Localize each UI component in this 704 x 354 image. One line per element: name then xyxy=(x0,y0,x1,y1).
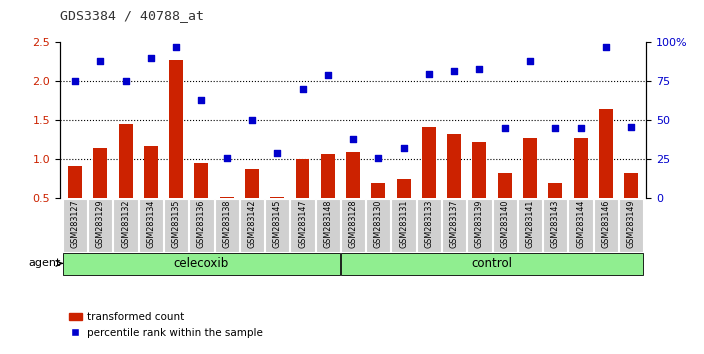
Bar xyxy=(624,172,638,237)
Bar xyxy=(94,148,107,237)
Bar xyxy=(396,179,410,237)
Text: GSM283146: GSM283146 xyxy=(601,200,610,248)
Text: control: control xyxy=(472,257,513,270)
FancyBboxPatch shape xyxy=(391,199,416,252)
Point xyxy=(550,125,561,131)
Point xyxy=(372,155,384,161)
Bar xyxy=(245,169,259,237)
Point xyxy=(297,86,308,92)
FancyBboxPatch shape xyxy=(290,199,315,252)
Bar xyxy=(599,109,612,237)
Bar xyxy=(296,159,310,237)
Text: GSM283131: GSM283131 xyxy=(399,200,408,248)
Text: GSM283145: GSM283145 xyxy=(272,200,282,248)
Point xyxy=(145,55,156,61)
Bar xyxy=(574,138,588,237)
FancyBboxPatch shape xyxy=(139,199,163,252)
Bar xyxy=(321,154,334,237)
FancyBboxPatch shape xyxy=(189,199,213,252)
Text: GSM283141: GSM283141 xyxy=(525,200,534,248)
Bar xyxy=(548,183,562,237)
Text: GSM283130: GSM283130 xyxy=(374,200,383,248)
Text: GSM283144: GSM283144 xyxy=(576,200,585,248)
Text: GSM283148: GSM283148 xyxy=(323,200,332,248)
Text: GSM283143: GSM283143 xyxy=(551,200,560,248)
Bar xyxy=(447,135,461,237)
Bar xyxy=(372,183,385,237)
FancyBboxPatch shape xyxy=(315,199,340,252)
Point xyxy=(448,68,460,73)
Text: agent: agent xyxy=(28,258,61,268)
Text: GSM283149: GSM283149 xyxy=(627,200,636,248)
Bar xyxy=(422,127,436,237)
FancyBboxPatch shape xyxy=(215,199,239,252)
Text: GSM283133: GSM283133 xyxy=(425,200,434,248)
Bar xyxy=(346,152,360,237)
FancyBboxPatch shape xyxy=(619,199,643,252)
Text: GSM283136: GSM283136 xyxy=(197,200,206,248)
Text: GSM283142: GSM283142 xyxy=(247,200,256,248)
Point xyxy=(196,97,207,103)
Bar xyxy=(472,142,486,237)
Point xyxy=(94,58,106,64)
Point xyxy=(474,66,485,72)
FancyBboxPatch shape xyxy=(88,199,113,252)
Bar xyxy=(169,59,183,237)
Text: GSM283140: GSM283140 xyxy=(501,200,509,248)
FancyBboxPatch shape xyxy=(518,199,542,252)
Bar xyxy=(144,146,158,237)
Text: GSM283135: GSM283135 xyxy=(172,200,181,248)
Point xyxy=(575,125,586,131)
Bar xyxy=(194,163,208,237)
FancyBboxPatch shape xyxy=(341,199,365,252)
Bar xyxy=(118,124,132,237)
Point xyxy=(398,145,409,151)
Point xyxy=(221,155,232,161)
FancyBboxPatch shape xyxy=(240,199,264,252)
Point xyxy=(272,150,283,156)
FancyBboxPatch shape xyxy=(366,199,391,252)
Point xyxy=(524,58,536,64)
Bar xyxy=(270,197,284,237)
Point xyxy=(120,79,131,84)
Point xyxy=(625,124,636,130)
Bar xyxy=(498,173,512,237)
Text: GSM283132: GSM283132 xyxy=(121,200,130,248)
Point xyxy=(347,136,358,142)
Point xyxy=(423,71,434,76)
Text: celecoxib: celecoxib xyxy=(174,257,229,270)
Legend: transformed count, percentile rank within the sample: transformed count, percentile rank withi… xyxy=(65,308,267,342)
Text: GSM283128: GSM283128 xyxy=(348,200,358,248)
Text: GSM283134: GSM283134 xyxy=(146,200,156,248)
Bar xyxy=(220,197,234,237)
Point xyxy=(70,79,81,84)
Text: GSM283129: GSM283129 xyxy=(96,200,105,248)
FancyBboxPatch shape xyxy=(493,199,517,252)
FancyBboxPatch shape xyxy=(442,199,466,252)
Text: GSM283147: GSM283147 xyxy=(298,200,307,248)
Text: GSM283127: GSM283127 xyxy=(70,200,80,248)
Point xyxy=(246,118,258,123)
Text: GDS3384 / 40788_at: GDS3384 / 40788_at xyxy=(60,9,204,22)
Text: GSM283137: GSM283137 xyxy=(450,200,459,248)
Point xyxy=(322,72,334,78)
FancyBboxPatch shape xyxy=(543,199,567,252)
Bar xyxy=(523,138,537,237)
FancyBboxPatch shape xyxy=(265,199,289,252)
Point xyxy=(499,125,510,131)
Text: GSM283139: GSM283139 xyxy=(475,200,484,248)
Point xyxy=(170,44,182,50)
Bar xyxy=(68,166,82,237)
FancyBboxPatch shape xyxy=(164,199,188,252)
FancyBboxPatch shape xyxy=(593,199,618,252)
FancyBboxPatch shape xyxy=(341,253,643,275)
FancyBboxPatch shape xyxy=(113,199,138,252)
Text: GSM283138: GSM283138 xyxy=(222,200,231,248)
FancyBboxPatch shape xyxy=(63,199,87,252)
FancyBboxPatch shape xyxy=(568,199,593,252)
Point xyxy=(601,44,612,50)
FancyBboxPatch shape xyxy=(417,199,441,252)
FancyBboxPatch shape xyxy=(467,199,491,252)
FancyBboxPatch shape xyxy=(63,253,340,275)
